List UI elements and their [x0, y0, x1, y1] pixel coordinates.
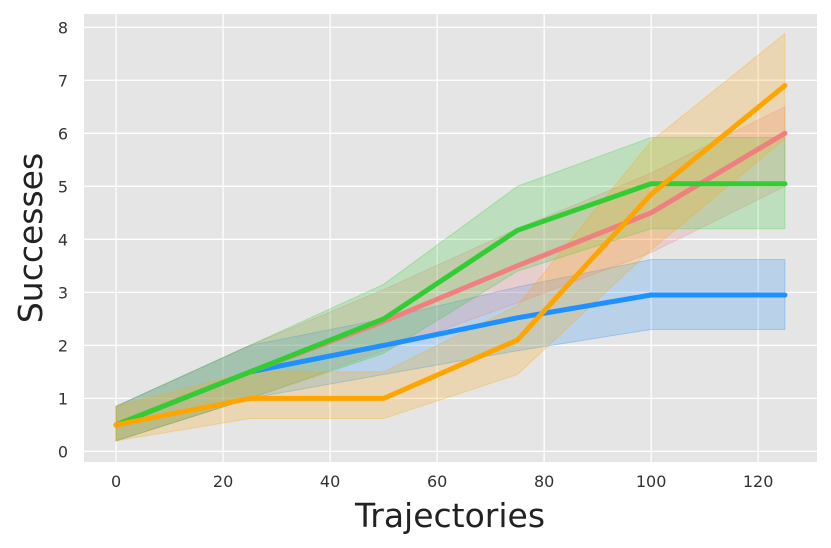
y-axis-label: Successes — [11, 153, 50, 323]
y-tick-label: 8 — [58, 18, 68, 37]
y-tick-label: 5 — [58, 177, 68, 196]
y-tick-label: 0 — [58, 442, 68, 461]
series-4-line — [113, 83, 788, 428]
x-tick-label: 120 — [743, 472, 774, 491]
series-3-line — [113, 181, 788, 428]
y-tick-label: 1 — [58, 389, 68, 408]
x-tick-label: 0 — [111, 472, 121, 491]
y-tick-label: 2 — [58, 336, 68, 355]
x-tick-label: 20 — [213, 472, 233, 491]
x-tick-labels: 0 20 40 60 80 100 120 — [111, 472, 773, 491]
y-tick-labels: 0 1 2 3 4 5 6 7 8 — [58, 18, 68, 461]
x-tick-label: 100 — [636, 472, 667, 491]
x-tick-label: 80 — [534, 472, 554, 491]
y-tick-label: 6 — [58, 124, 68, 143]
y-tick-label: 3 — [58, 283, 68, 302]
x-tick-label: 60 — [427, 472, 447, 491]
y-tick-label: 7 — [58, 71, 68, 90]
x-tick-label: 40 — [320, 472, 340, 491]
y-tick-label: 4 — [58, 230, 68, 249]
x-axis-label: Trajectories — [354, 496, 545, 535]
series-lines — [113, 83, 788, 428]
